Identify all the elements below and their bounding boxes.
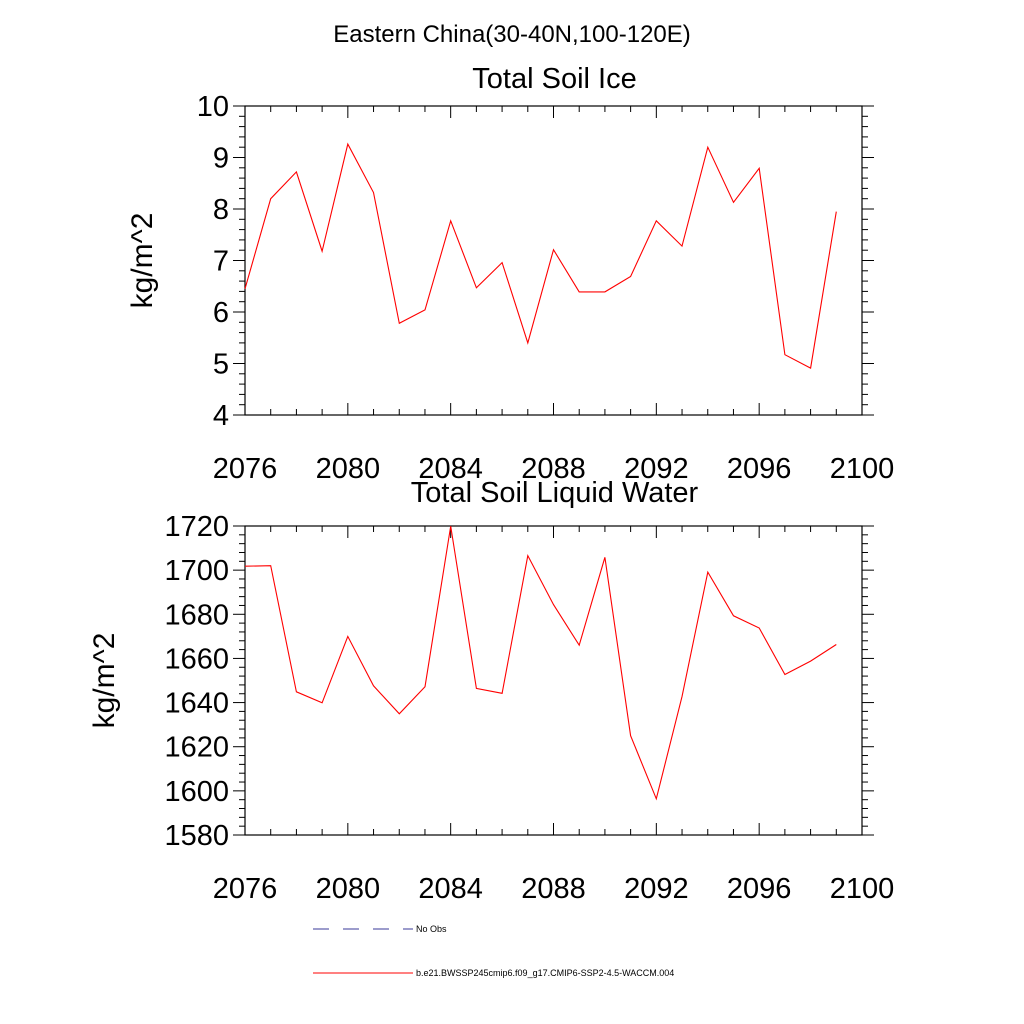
- y-tick-label: 4: [213, 400, 229, 432]
- y-tick-label: 10: [197, 91, 229, 123]
- x-tick-label: 2076: [213, 873, 278, 905]
- x-tick-label: 2096: [727, 873, 792, 905]
- x-tick-label: 2088: [521, 873, 586, 905]
- y-tick-label: 1680: [164, 599, 229, 631]
- y-tick-label: 7: [213, 246, 229, 278]
- y-tick-label: 6: [213, 297, 229, 329]
- y-axis-label: kg/m^2: [126, 213, 159, 309]
- chart-panels: 2076 2080 2084 2088 2092 2096 2100 4 5 6 7 8 9 10 Tota…: [88, 63, 894, 905]
- y-axis-label: kg/m^2: [88, 633, 121, 729]
- y-tick-label: 8: [213, 194, 229, 226]
- series-line-1: [244, 142, 837, 369]
- legend-item-2: b.e21.BWSSP245cmip6.f09_g17.CMIP6-SSP2-4…: [313, 968, 674, 978]
- legend-label: No Obs: [416, 924, 447, 934]
- axis-ticks: [233, 105, 874, 416]
- x-tick-label: 2084: [418, 453, 483, 485]
- series-line-1: [244, 526, 837, 801]
- y-tick-label: 1660: [164, 643, 229, 675]
- y-tick-label: 9: [213, 143, 229, 175]
- y-tick-label: 1720: [164, 511, 229, 543]
- x-tick-label: 2096: [727, 453, 792, 485]
- plot-frame: [244, 105, 863, 416]
- axis-ticks: [233, 525, 874, 836]
- chart-title: Total Soil Ice: [472, 63, 636, 95]
- chart-panel-1: 2076 2080 2084 2088 2092 2096 2100 4 5 6 7 8 9 10 Tota…: [126, 63, 894, 485]
- chart-title: Total Soil Liquid Water: [411, 477, 699, 509]
- x-tick-label: 2088: [521, 453, 586, 485]
- y-tick-label: 1600: [164, 776, 229, 808]
- x-tick-label: 2080: [316, 453, 381, 485]
- x-tick-label: 2092: [624, 873, 689, 905]
- legend-item-1: No Obs: [313, 924, 447, 934]
- legend-label: b.e21.BWSSP245cmip6.f09_g17.CMIP6-SSP2-4…: [416, 968, 674, 978]
- x-tick-label: 2100: [830, 873, 895, 905]
- region-title: Eastern China(30-40N,100-120E): [333, 21, 691, 48]
- y-tick-label: 1580: [164, 820, 229, 852]
- x-tick-label: 2076: [213, 453, 278, 485]
- y-tick-label: 1620: [164, 732, 229, 764]
- y-tick-label: 1700: [164, 555, 229, 587]
- plot-frame: [244, 525, 863, 836]
- x-tick-label: 2080: [316, 873, 381, 905]
- x-tick-label: 2100: [830, 453, 895, 485]
- chart-panel-2: 2076 2080 2084 2088 2092 2096 2100 1580 1600 1620…: [88, 477, 894, 905]
- y-tick-label: 1640: [164, 688, 229, 720]
- legend: No Obs b.e21.BWSSP245cmip6.f09_g17.CMIP6-…: [313, 924, 674, 978]
- y-tick-label: 5: [213, 349, 229, 381]
- x-tick-label: 2084: [418, 873, 483, 905]
- x-tick-label: 2092: [624, 453, 689, 485]
